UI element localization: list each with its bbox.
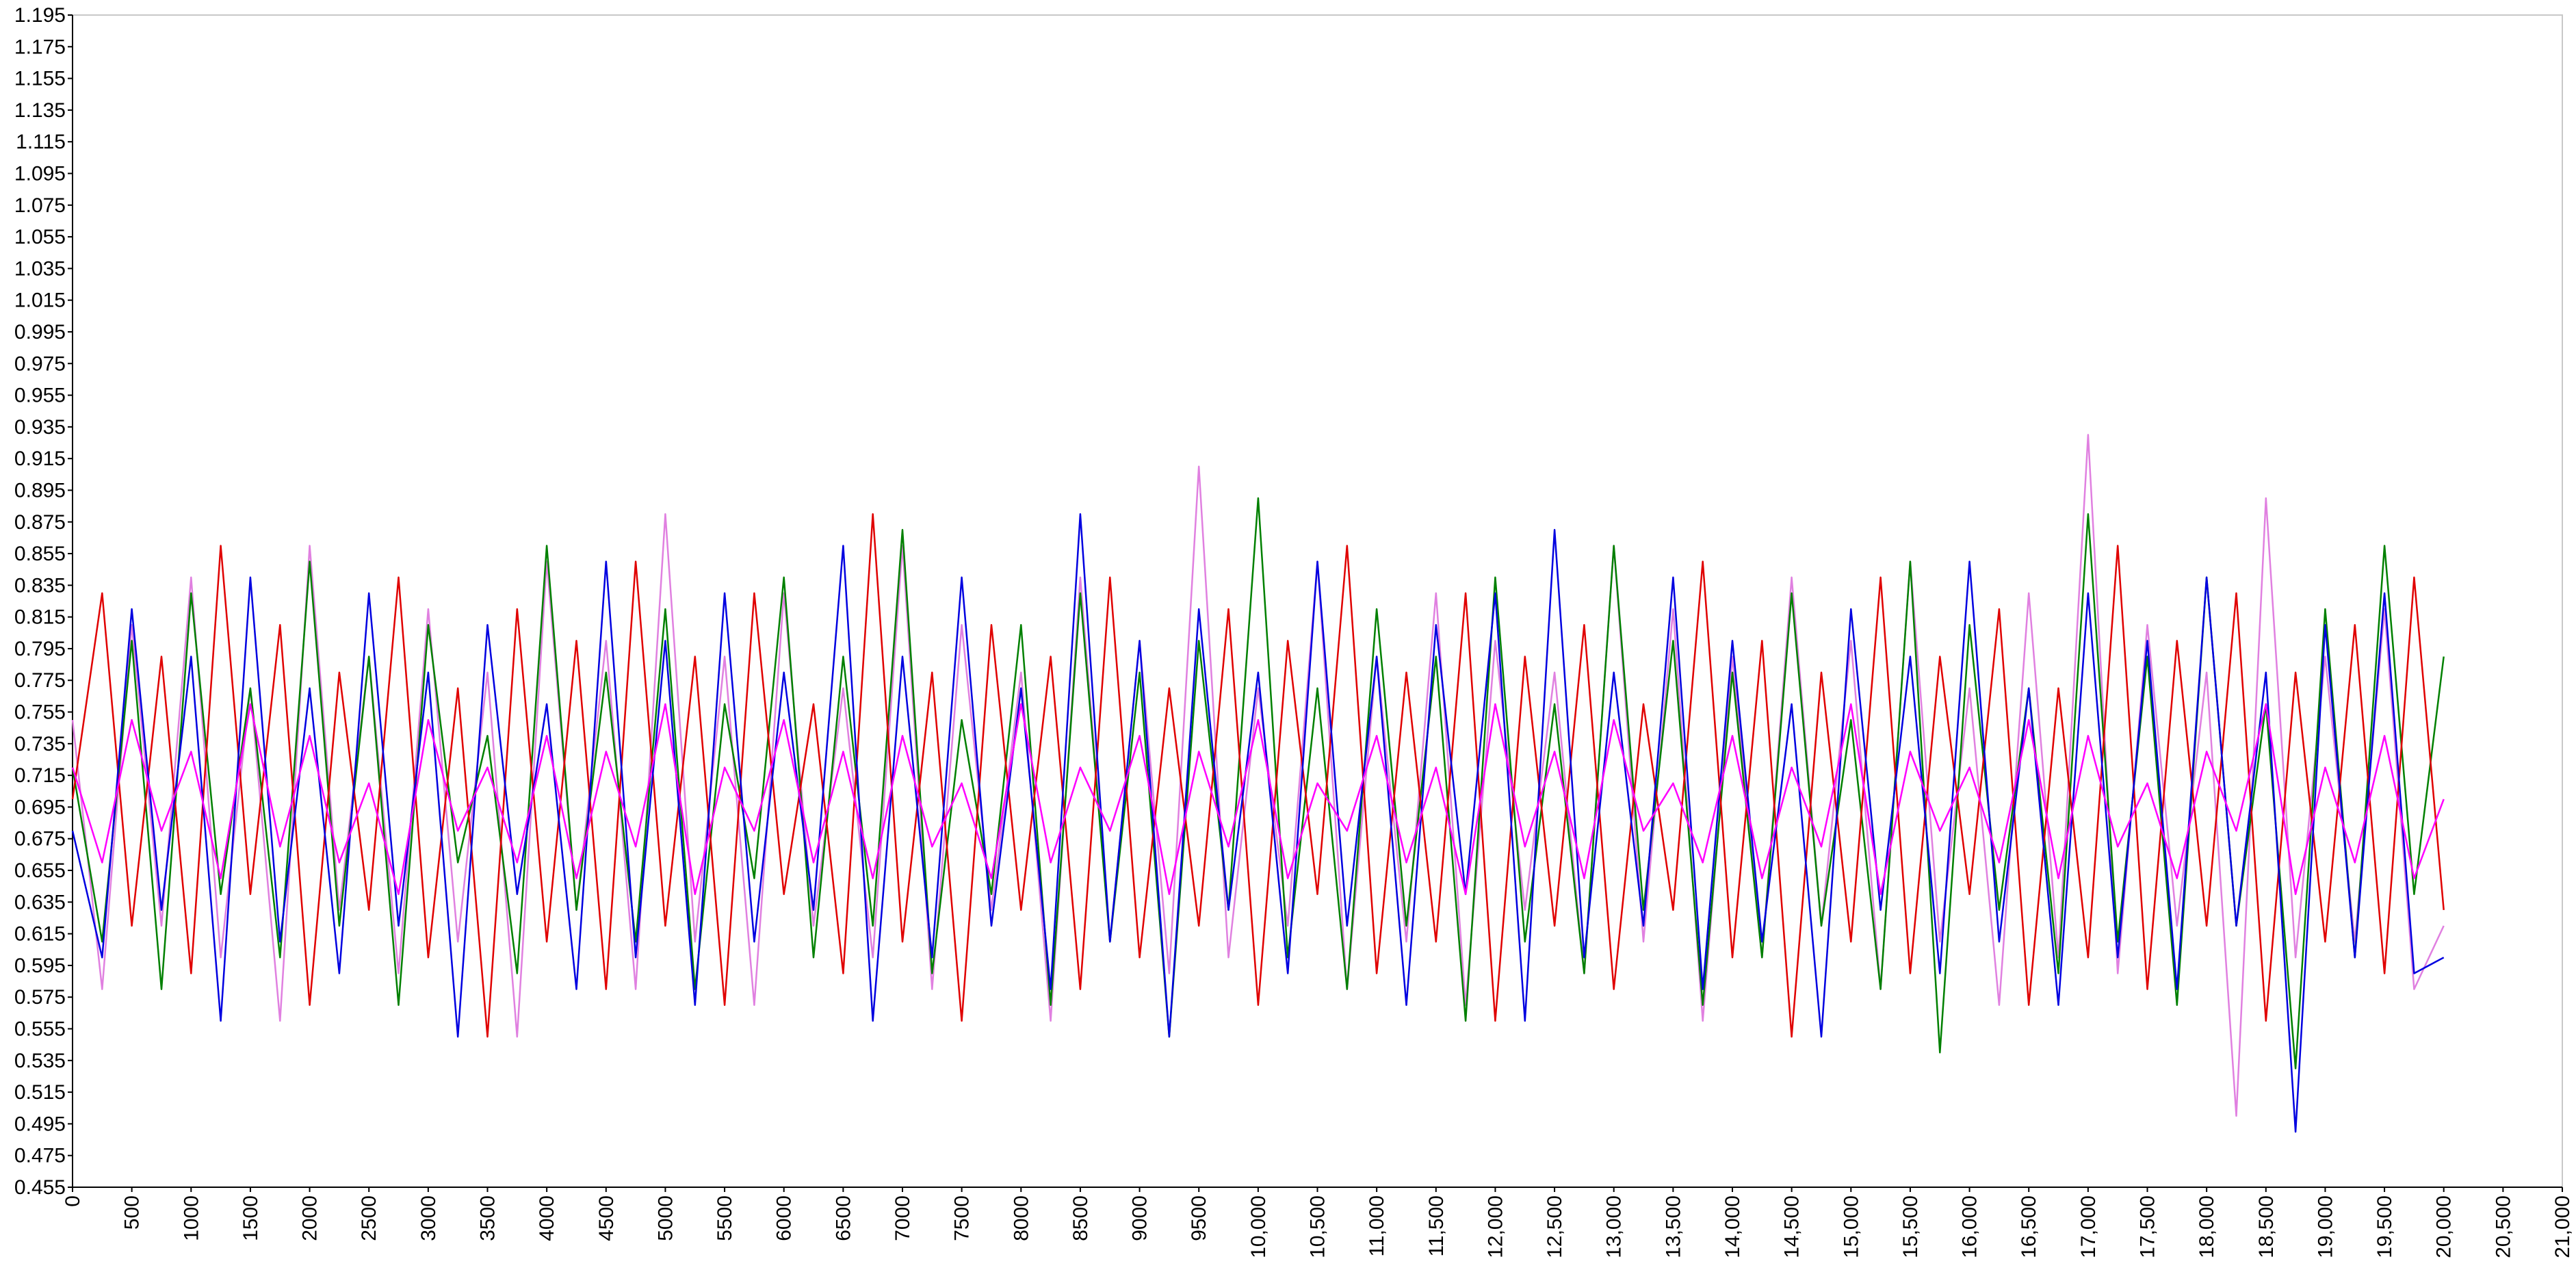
y-tick-label: 0.955 bbox=[14, 385, 66, 407]
x-tick-label: 10,000 bbox=[1247, 1195, 1270, 1258]
y-tick-label: 0.915 bbox=[14, 448, 66, 470]
y-tick-label: 0.875 bbox=[14, 511, 66, 534]
x-tick-label: 9000 bbox=[1129, 1195, 1152, 1241]
x-tick-label: 19,500 bbox=[2373, 1195, 2396, 1258]
x-tick-label: 20,000 bbox=[2433, 1195, 2456, 1258]
x-tick-label: 11,000 bbox=[1366, 1195, 1388, 1257]
y-tick-label: 0.935 bbox=[14, 416, 66, 439]
x-tick-label: 3500 bbox=[477, 1195, 499, 1241]
y-tick-label: 0.815 bbox=[14, 606, 66, 629]
y-tick-label: 0.575 bbox=[14, 986, 66, 1009]
x-tick-label: 10,500 bbox=[1307, 1195, 1329, 1258]
x-tick-label: 8000 bbox=[1010, 1195, 1032, 1241]
x-tick-label: 16,500 bbox=[2018, 1195, 2040, 1258]
x-tick-label: 12,000 bbox=[1484, 1195, 1507, 1258]
x-tick-label: 15,000 bbox=[1840, 1195, 1862, 1258]
x-tick-label: 4000 bbox=[536, 1195, 558, 1241]
y-tick-label: 1.095 bbox=[14, 162, 66, 185]
x-tick-label: 1000 bbox=[180, 1195, 203, 1241]
series-line bbox=[71, 513, 2445, 1133]
y-tick-label: 1.015 bbox=[14, 289, 66, 312]
x-tick-label: 6000 bbox=[773, 1195, 796, 1241]
y-tick-label: 0.775 bbox=[14, 669, 66, 692]
y-tick-label: 1.175 bbox=[14, 36, 66, 58]
x-tick-label: 5500 bbox=[714, 1195, 736, 1241]
x-tick-label: 14,000 bbox=[1721, 1195, 1744, 1258]
y-tick-label: 0.495 bbox=[14, 1113, 66, 1135]
y-tick-label: 0.675 bbox=[14, 828, 66, 851]
x-tick-label: 17,000 bbox=[2077, 1195, 2100, 1258]
y-tick-label: 0.975 bbox=[14, 352, 66, 375]
y-tick-label: 0.555 bbox=[14, 1018, 66, 1041]
x-tick-label: 3000 bbox=[417, 1195, 440, 1241]
y-tick-label: 0.895 bbox=[14, 479, 66, 502]
x-tick-label: 15,500 bbox=[1899, 1195, 1922, 1258]
y-tick-label: 0.735 bbox=[14, 733, 66, 755]
y-tick-label: 0.615 bbox=[14, 923, 66, 946]
x-tick-label: 7500 bbox=[951, 1195, 974, 1241]
x-tick-label: 21,000 bbox=[2551, 1195, 2574, 1258]
series-line bbox=[71, 703, 2445, 896]
y-tick-label: 0.635 bbox=[14, 891, 66, 913]
x-tick-label: 14,500 bbox=[1781, 1195, 1804, 1258]
x-tick-label: 18,500 bbox=[2255, 1195, 2278, 1258]
x-tick-label: 7000 bbox=[892, 1195, 914, 1241]
x-tick-label: 18,000 bbox=[2196, 1195, 2218, 1258]
x-tick-label: 8500 bbox=[1069, 1195, 1092, 1241]
x-tick-label: 11,500 bbox=[1425, 1195, 1448, 1257]
x-tick-label: 13,500 bbox=[1662, 1195, 1684, 1258]
x-tick-label: 4500 bbox=[595, 1195, 618, 1241]
x-tick-label: 13,000 bbox=[1603, 1195, 1626, 1258]
y-tick-label: 1.135 bbox=[14, 99, 66, 122]
x-tick-label: 20,500 bbox=[2492, 1195, 2514, 1258]
y-tick-label: 1.115 bbox=[16, 131, 66, 153]
series-line bbox=[71, 434, 2445, 1117]
y-tick-label: 0.855 bbox=[14, 543, 66, 565]
y-tick-label: 0.995 bbox=[14, 321, 66, 344]
y-tick-label: 1.035 bbox=[14, 257, 66, 280]
y-tick-label: 0.535 bbox=[14, 1050, 66, 1072]
y-tick-label: 1.195 bbox=[14, 4, 66, 27]
x-tick-label: 1500 bbox=[239, 1195, 262, 1241]
x-tick-label: 5000 bbox=[654, 1195, 677, 1241]
series-line bbox=[71, 497, 2445, 1070]
y-tick-label: 0.655 bbox=[14, 859, 66, 882]
x-tick-label: 500 bbox=[121, 1195, 144, 1230]
y-tick-label: 0.515 bbox=[14, 1081, 66, 1104]
plot-frame bbox=[72, 14, 2563, 1188]
x-tick-label: 12,500 bbox=[1544, 1195, 1566, 1258]
y-tick-label: 1.155 bbox=[14, 68, 66, 90]
x-tick-label: 2000 bbox=[299, 1195, 322, 1241]
y-tick-label: 0.475 bbox=[14, 1145, 66, 1167]
x-tick-label: 6500 bbox=[832, 1195, 855, 1241]
y-tick-label: 1.055 bbox=[14, 226, 66, 248]
x-tick-label: 19,000 bbox=[2314, 1195, 2337, 1258]
y-tick-label: 0.695 bbox=[14, 796, 66, 818]
x-tick-label: 2500 bbox=[358, 1195, 380, 1241]
x-tick-label: 9500 bbox=[1188, 1195, 1210, 1241]
x-tick-label: 17,500 bbox=[2137, 1195, 2159, 1258]
x-tick-label: 16,000 bbox=[1959, 1195, 1981, 1258]
series-line bbox=[71, 513, 2445, 1038]
y-tick-label: 0.835 bbox=[14, 574, 66, 597]
y-tick-label: 0.755 bbox=[14, 701, 66, 724]
y-tick-label: 0.715 bbox=[14, 764, 66, 787]
x-tick-label: 0 bbox=[62, 1195, 84, 1207]
y-tick-label: 1.075 bbox=[14, 194, 66, 217]
y-tick-label: 0.595 bbox=[14, 955, 66, 977]
y-tick-label: 0.795 bbox=[14, 638, 66, 660]
y-tick-label: 0.455 bbox=[14, 1176, 66, 1199]
